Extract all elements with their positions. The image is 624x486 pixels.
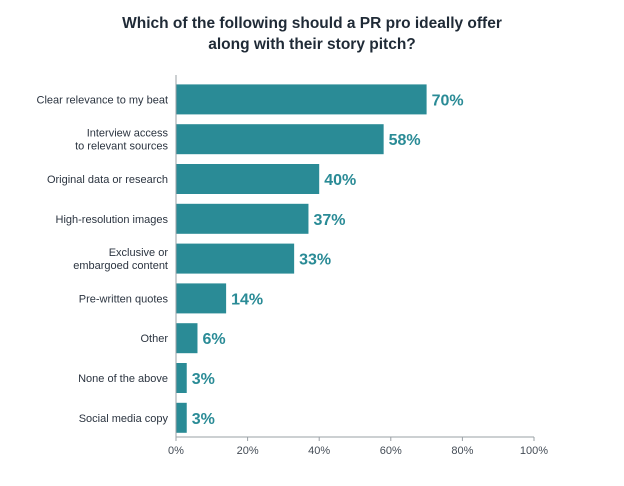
category-labels: Clear relevance to my beat Interview acce…: [37, 94, 169, 424]
category-label-3-line-0: High-resolution images: [56, 214, 169, 226]
bar-6: [176, 323, 198, 354]
bar-0: [176, 84, 427, 115]
value-label-2: 40%: [324, 172, 356, 189]
chart-title-line-1: Which of the following should a PR pro i…: [122, 15, 502, 32]
category-label-5: Pre-written quotes: [79, 293, 169, 305]
category-label-6-line-0: Other: [140, 333, 168, 345]
bar-3: [176, 203, 309, 234]
value-label-8: 3%: [192, 411, 215, 428]
category-label-4: Exclusive or embargoed content: [73, 247, 168, 272]
category-label-8: Social media copy: [79, 413, 169, 425]
category-label-3: High-resolution images: [56, 214, 169, 226]
x-tick-label-5: 100%: [520, 445, 548, 457]
category-label-1: Interview access to relevant sources: [75, 128, 168, 153]
category-label-0-line-0: Clear relevance to my beat: [37, 94, 168, 106]
category-label-5-line-0: Pre-written quotes: [79, 293, 169, 305]
category-label-4-line-1: embargoed content: [73, 260, 168, 272]
x-tick-label-3: 60%: [380, 445, 402, 457]
category-label-8-line-0: Social media copy: [79, 413, 169, 425]
chart-title-line-2: along with their story pitch?: [208, 36, 416, 53]
category-label-7-line-0: None of the above: [78, 373, 168, 385]
x-tick-label-0: 0%: [168, 445, 184, 457]
bar-1: [176, 124, 384, 155]
chart-title: Which of the following should a PR pro i…: [0, 13, 624, 55]
value-label-5: 14%: [231, 291, 263, 308]
value-label-0: 70%: [432, 92, 464, 109]
category-label-6: Other: [140, 333, 168, 345]
category-label-7: None of the above: [78, 373, 168, 385]
category-label-2-line-0: Original data or research: [47, 174, 168, 186]
value-label-4: 33%: [299, 252, 331, 269]
axes: 0% 20% 40% 60% 80% 100%: [168, 75, 548, 457]
x-tick-label-1: 20%: [237, 445, 259, 457]
category-label-1-line-1: to relevant sources: [75, 141, 168, 153]
value-labels: 70% 58% 40% 37% 33% 14% 6% 3% 3%: [192, 92, 464, 427]
bar-7: [176, 363, 187, 393]
value-label-7: 3%: [192, 371, 215, 388]
bars-layer: [176, 84, 427, 433]
bar-5: [176, 283, 227, 314]
category-label-4-line-0: Exclusive or: [109, 247, 169, 259]
bar-2: [176, 164, 320, 194]
bar-8: [176, 402, 187, 433]
category-label-1-line-0: Interview access: [87, 128, 169, 140]
value-label-3: 37%: [313, 212, 345, 229]
category-label-2: Original data or research: [47, 174, 168, 186]
bar-4: [176, 243, 295, 274]
x-tick-label-2: 40%: [308, 445, 330, 457]
value-label-6: 6%: [202, 331, 225, 348]
x-tick-label-4: 80%: [451, 445, 473, 457]
category-label-0: Clear relevance to my beat: [37, 94, 168, 106]
value-label-1: 58%: [389, 132, 421, 149]
